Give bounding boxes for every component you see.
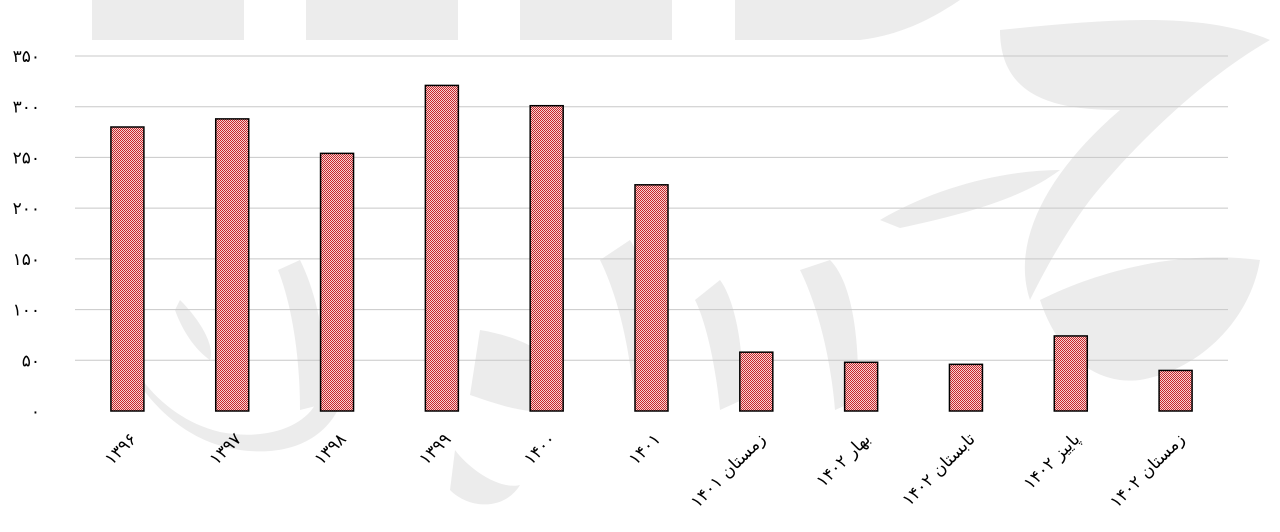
x-tick-label: ۱۳۹۹ xyxy=(415,429,455,469)
bar-2 xyxy=(319,152,355,412)
x-tick-label: ۱۳۹۸ xyxy=(311,429,351,469)
y-tick-label: ۱۰۰ xyxy=(13,301,40,321)
watermark-logo xyxy=(92,0,1270,505)
bar-9 xyxy=(1053,335,1089,412)
x-tick-label: ۱۴۰۱ xyxy=(625,429,665,469)
bar-4 xyxy=(529,104,564,412)
bar-8 xyxy=(948,363,984,412)
watermark-stroke-5 xyxy=(695,280,743,410)
y-tick-label: ۲۰۰ xyxy=(13,199,40,219)
bar-0 xyxy=(110,126,145,412)
watermark-dot-2 xyxy=(175,300,211,360)
bar-6 xyxy=(739,351,774,412)
watermark-stroke-3 xyxy=(800,260,859,410)
bar-1 xyxy=(214,118,250,412)
watermark-dot-1 xyxy=(450,450,520,505)
watermark-band-4 xyxy=(735,0,960,40)
x-tick-label: ۱۳۹۶ xyxy=(101,429,141,469)
watermark-stroke-8 xyxy=(278,260,324,410)
x-tick-label: تابستان ۱۴۰۲ xyxy=(898,429,979,510)
x-tick-label: بهار ۱۴۰۲ xyxy=(813,429,875,491)
bar-5 xyxy=(634,184,669,412)
y-tick-label: ۳۰۰ xyxy=(13,98,40,118)
watermark-stroke-2 xyxy=(1040,257,1260,381)
watermark-stroke-4 xyxy=(880,170,1060,228)
watermark-band-1 xyxy=(92,0,244,40)
bars xyxy=(110,84,1193,412)
x-tick-label: زمستان ۱۴۰۲ xyxy=(1106,429,1189,512)
watermark-band-2 xyxy=(306,0,458,40)
x-tick-label: پاییز ۱۴۰۲ xyxy=(1020,429,1085,494)
y-tick-label: ۰ xyxy=(31,402,40,422)
bar-10 xyxy=(1158,369,1193,412)
y-axis-ticks: ۰ ۵۰ ۱۰۰ ۱۵۰ ۲۰۰ ۲۵۰ ۳۰۰ ۳۵۰ xyxy=(13,47,40,422)
y-tick-label: ۲۵۰ xyxy=(13,148,40,168)
watermark-stroke-1 xyxy=(1000,20,1270,300)
y-tick-label: ۳۵۰ xyxy=(13,47,40,67)
x-tick-label: ۱۴۰۰ xyxy=(520,429,560,469)
x-tick-label: زمستان ۱۴۰۱ xyxy=(687,429,770,512)
bar-3 xyxy=(424,84,460,412)
y-tick-label: ۱۵۰ xyxy=(13,250,40,270)
watermark-band-3 xyxy=(520,0,672,40)
bar-7 xyxy=(843,361,879,412)
y-tick-label: ۵۰ xyxy=(22,351,40,371)
